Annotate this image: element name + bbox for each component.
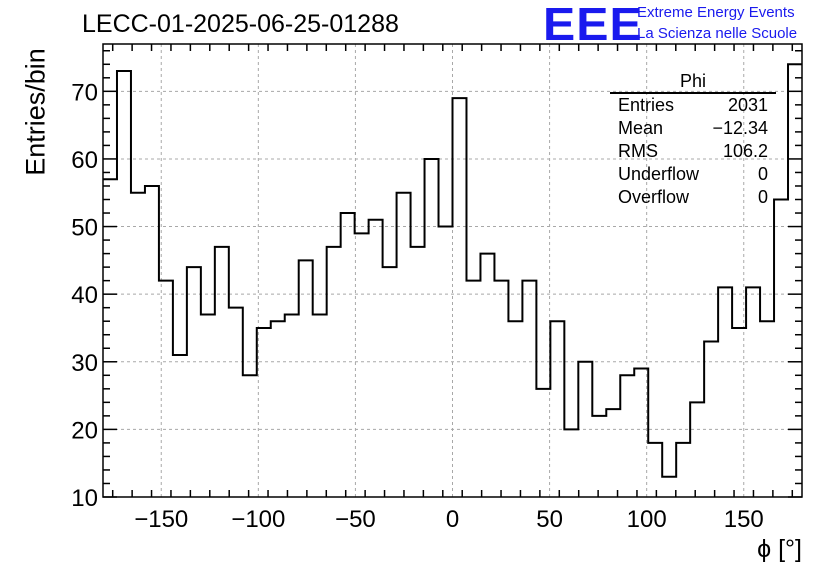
histogram-bin [466, 281, 480, 497]
stats-row-underflow: Underflow 0 [610, 163, 776, 186]
histogram-bin [215, 247, 229, 497]
stats-label: Overflow [618, 187, 690, 207]
histogram-bin [117, 71, 131, 497]
x-tick-label: −50 [335, 506, 376, 533]
y-tick-label: 10 [71, 485, 98, 512]
histogram-bin [131, 193, 145, 497]
y-tick-label: 50 [71, 215, 98, 242]
histogram-bin [201, 314, 215, 497]
stats-label: Underflow [618, 164, 700, 184]
stats-title: Phi [610, 71, 776, 94]
histogram-bin [760, 321, 774, 497]
axes: −150 −100 −50 0 50 100 150 10 20 30 40 50 60 70 [71, 43, 803, 533]
y-axis-label: Entries/bin [20, 48, 51, 176]
x-tick-label: 150 [724, 506, 764, 533]
stats-value: 2031 [727, 95, 768, 115]
histogram-bin [257, 328, 271, 497]
x-tick-label: 0 [446, 506, 459, 533]
histogram-bin [327, 247, 341, 497]
histogram-bin [313, 314, 327, 497]
histogram-bin [173, 355, 187, 497]
stats-value: 106.2 [722, 141, 768, 161]
x-tick-label: −100 [231, 506, 285, 533]
histogram-bin [480, 254, 494, 497]
histogram-bin [453, 98, 467, 497]
stats-row-mean: Mean −12.34 [610, 117, 776, 140]
logo-line-1: Extreme Energy Events [637, 4, 795, 21]
stats-value: 0 [757, 164, 768, 184]
stats-box: Phi Entries 2031 Mean −12.34 RMS 106.2 U… [610, 71, 776, 209]
histogram-bin [187, 267, 201, 497]
histogram-bin [536, 389, 550, 497]
chart-title: LECC-01-2025-06-25-01288 [82, 10, 399, 38]
y-tick-label: 60 [71, 147, 98, 174]
histogram-bin [690, 402, 704, 497]
logo-line-2: La Scienza nelle Scuole [637, 25, 798, 42]
histogram-bin [746, 287, 760, 497]
y-tick-label: 30 [71, 350, 98, 377]
histogram-bin [522, 281, 536, 497]
x-axis-label: ϕ [°] [757, 535, 802, 563]
histogram-bin [425, 159, 439, 497]
histogram-bin [620, 375, 634, 497]
histogram-bin [662, 477, 676, 497]
histogram-bars [103, 63, 802, 497]
histogram-bin [606, 409, 620, 497]
histogram-outline [103, 63, 802, 478]
stats-row-entries: Entries 2031 [610, 94, 776, 117]
histogram-bin [355, 233, 369, 497]
histogram-bin [383, 267, 397, 497]
y-tick-label: 20 [71, 417, 98, 444]
histogram-bin [341, 213, 355, 497]
stats-row-rms: RMS 106.2 [610, 140, 776, 163]
histogram-bin [774, 200, 788, 497]
histogram-bin [592, 416, 606, 497]
x-tick-label: 100 [627, 506, 667, 533]
stats-label: Entries [618, 95, 675, 115]
histogram-bin [397, 193, 411, 497]
stats-value: 0 [757, 187, 768, 207]
histogram-bin [676, 443, 690, 497]
x-tick-label: −150 [134, 506, 188, 533]
eee-logo: EEE [543, 0, 643, 50]
plot-frame [102, 43, 803, 498]
stats-label: Mean [618, 118, 664, 138]
stats-label: RMS [618, 141, 658, 161]
histogram-bin [299, 260, 313, 497]
x-tick-label: 50 [536, 506, 563, 533]
histogram-bin [229, 308, 243, 497]
histogram-bin [411, 247, 425, 497]
histogram-bin [634, 369, 648, 497]
y-tick-label: 70 [71, 79, 98, 106]
histogram-bin [648, 443, 662, 497]
histogram-bin [550, 321, 564, 497]
histogram-bin [564, 429, 578, 497]
histogram-bin [271, 321, 285, 497]
y-tick-label: 40 [71, 282, 98, 309]
histogram-bin [718, 287, 732, 497]
histogram-bin [285, 314, 299, 497]
histogram-bin [704, 341, 718, 497]
histogram-bin [243, 375, 257, 497]
stats-row-overflow: Overflow 0 [610, 186, 776, 209]
histogram-bin [369, 220, 383, 497]
stats-value: −12.34 [712, 118, 768, 138]
histogram-bin [494, 281, 508, 497]
histogram-bin [145, 186, 159, 497]
histogram-bin [508, 321, 522, 497]
